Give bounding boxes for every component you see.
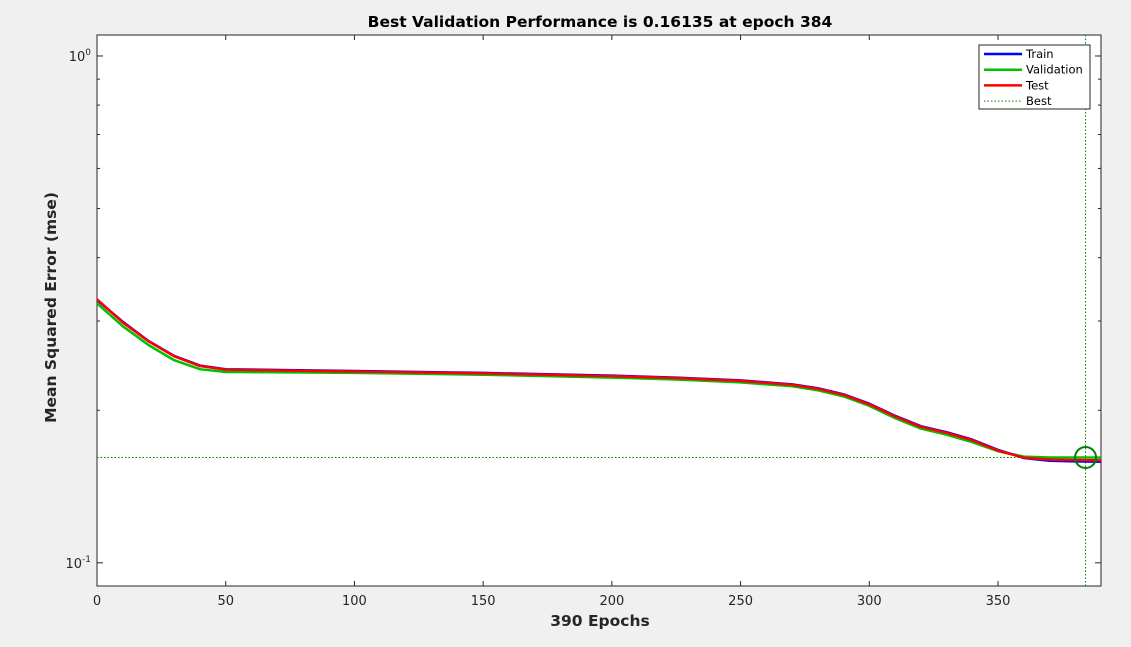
plot-area[interactable] bbox=[96, 34, 1102, 587]
x-tick-label: 250 bbox=[728, 594, 753, 609]
best-marker bbox=[1074, 446, 1098, 470]
legend-label-test: Test bbox=[1025, 78, 1049, 92]
y-axis: 100 10-1 bbox=[65, 48, 1101, 572]
y-tick-label: 100 bbox=[69, 48, 92, 65]
x-tick-label: 50 bbox=[217, 594, 234, 609]
x-tick-label: 300 bbox=[857, 594, 882, 609]
legend-label-train: Train bbox=[1025, 47, 1054, 61]
x-tick-label: 150 bbox=[471, 594, 496, 609]
x-axis: 0 50 100 150 200 250 300 350 bbox=[93, 35, 1011, 609]
x-tick-label: 200 bbox=[599, 594, 624, 609]
chart-title: Best Validation Performance is 0.16135 a… bbox=[368, 13, 833, 31]
legend-box bbox=[978, 44, 1091, 110]
x-axis-label: 390 Epochs bbox=[550, 612, 650, 630]
y-tick-label: 10-1 bbox=[65, 555, 91, 572]
legend-label-best: Best bbox=[1026, 94, 1052, 108]
legend-label-validation: Validation bbox=[1026, 63, 1083, 77]
data-layer bbox=[97, 35, 1101, 586]
x-tick-label: 350 bbox=[986, 594, 1011, 609]
series-line-test bbox=[97, 298, 1101, 462]
y-axis-label: Mean Squared Error (mse) bbox=[42, 192, 60, 423]
x-tick-label: 0 bbox=[93, 594, 101, 609]
x-tick-label: 100 bbox=[342, 594, 367, 609]
